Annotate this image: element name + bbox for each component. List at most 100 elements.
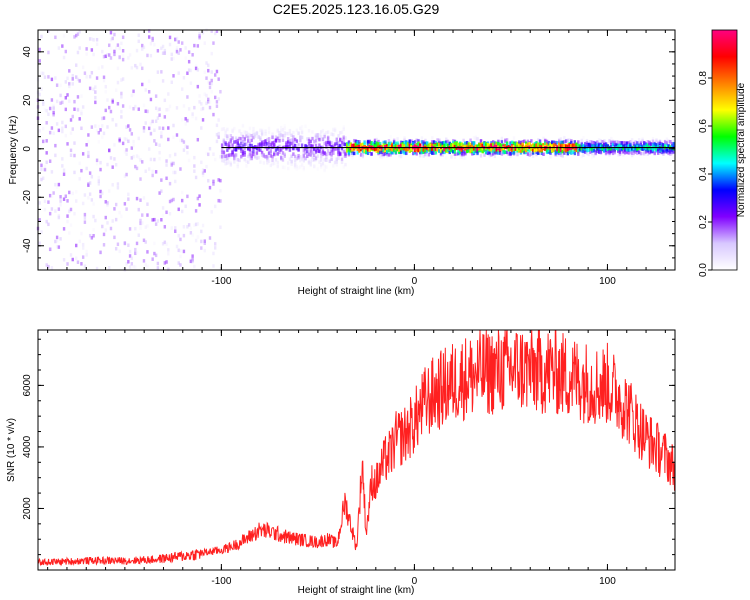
- heatmap-cell: [42, 100, 45, 104]
- heatmap-cell: [295, 139, 299, 143]
- heatmap-cell: [575, 143, 578, 147]
- heatmap-cell: [106, 125, 109, 129]
- heatmap-cell: [64, 194, 67, 199]
- heatmap-cell: [231, 128, 234, 132]
- heatmap-cell: [227, 141, 231, 146]
- heatmap-cell: [342, 135, 345, 140]
- heatmap-cell: [255, 130, 259, 135]
- heatmap-cell: [549, 149, 552, 154]
- heatmap-cell: [505, 138, 509, 142]
- heatmap-cell: [384, 152, 387, 156]
- heatmap-cell: [222, 159, 226, 163]
- x-tick-label: 100: [599, 276, 616, 287]
- heatmap-cell: [610, 136, 613, 141]
- heatmap-cell: [304, 143, 307, 148]
- heatmap-cell: [194, 222, 198, 227]
- heatmap-cell: [359, 143, 363, 147]
- heatmap-cell: [179, 167, 182, 171]
- heatmap-cell: [245, 164, 248, 168]
- heatmap-cell: [163, 48, 167, 53]
- heatmap-cell: [518, 146, 521, 151]
- heatmap-cell: [78, 79, 81, 83]
- heatmap-cell: [314, 139, 318, 143]
- heatmap-cell: [422, 150, 425, 154]
- heatmap-cell: [80, 109, 83, 114]
- heatmap-cell: [69, 153, 73, 157]
- heatmap-cell: [177, 51, 180, 55]
- heatmap-cell: [526, 142, 530, 147]
- heatmap-cell: [255, 156, 259, 160]
- heatmap-cell: [217, 118, 220, 122]
- heatmap-cell: [180, 87, 184, 91]
- heatmap-cell: [458, 155, 462, 160]
- heatmap-cell: [182, 140, 186, 144]
- heatmap-cell: [205, 76, 208, 80]
- heatmap-cell: [318, 143, 321, 148]
- heatmap-cell: [314, 143, 318, 148]
- heatmap-cell: [613, 140, 616, 145]
- heatmap-cell: [615, 140, 618, 144]
- heatmap-cell: [170, 163, 173, 167]
- spectrogram-x-label: Height of straight line (km): [298, 286, 415, 297]
- heatmap-cell: [582, 149, 585, 153]
- heatmap-cell: [375, 137, 378, 142]
- heatmap-cell: [300, 135, 304, 140]
- heatmap-cell: [498, 143, 502, 147]
- heatmap-cell: [495, 141, 498, 146]
- heatmap-cell: [158, 126, 161, 130]
- heatmap-cell: [163, 115, 167, 119]
- heatmap-cell: [497, 145, 500, 149]
- heatmap-cell: [55, 99, 59, 104]
- heatmap-cell: [396, 137, 399, 141]
- heatmap-cell: [149, 121, 153, 126]
- heatmap-cell: [377, 148, 380, 153]
- heatmap-cell: [64, 49, 67, 54]
- heatmap-cell: [632, 151, 636, 156]
- heatmap-cell: [363, 149, 366, 153]
- heatmap-cell: [179, 237, 182, 242]
- heatmap-cell: [389, 144, 392, 149]
- heatmap-cell: [236, 141, 239, 146]
- heatmap-cell: [266, 142, 269, 146]
- heatmap-cell: [158, 150, 161, 155]
- y-tick-label: 40: [22, 46, 33, 58]
- heatmap-cell: [309, 163, 312, 167]
- heatmap-cell: [552, 140, 556, 145]
- heatmap-cell: [290, 154, 293, 159]
- heatmap-cell: [205, 151, 208, 156]
- heatmap-cell: [255, 151, 259, 155]
- heatmap-cell: [264, 132, 267, 136]
- heatmap-cell: [535, 148, 538, 152]
- heatmap-cell: [313, 153, 316, 158]
- heatmap-cell: [81, 152, 85, 156]
- heatmap-cell: [474, 136, 477, 141]
- heatmap-cell: [54, 209, 57, 213]
- heatmap-cell: [657, 145, 660, 149]
- heatmap-cell: [222, 154, 226, 159]
- heatmap-cell: [462, 152, 465, 156]
- heatmap-cell: [297, 154, 300, 158]
- heatmap-cell: [483, 153, 486, 157]
- x-tick-label: 0: [412, 276, 418, 287]
- heatmap-cell: [382, 143, 385, 147]
- heatmap-cell: [629, 144, 632, 149]
- heatmap-cell: [68, 84, 71, 89]
- heatmap-cell: [85, 52, 88, 56]
- heatmap-cell: [299, 165, 302, 169]
- heatmap-cell: [154, 119, 158, 123]
- heatmap-cell: [382, 140, 385, 145]
- heatmap-cell: [71, 77, 74, 81]
- heatmap-cell: [556, 147, 559, 152]
- heatmap-cell: [71, 127, 74, 131]
- heatmap-cell: [448, 141, 451, 146]
- heatmap-cell: [252, 152, 255, 157]
- heatmap-cell: [318, 137, 321, 142]
- heatmap-cell: [551, 148, 554, 153]
- heatmap-cell: [147, 29, 151, 33]
- heatmap-cell: [617, 149, 620, 153]
- heatmap-cell: [248, 152, 252, 156]
- heatmap-cell: [319, 165, 323, 169]
- heatmap-cell: [566, 147, 570, 152]
- heatmap-cell: [471, 148, 474, 153]
- heatmap-cell: [297, 148, 300, 152]
